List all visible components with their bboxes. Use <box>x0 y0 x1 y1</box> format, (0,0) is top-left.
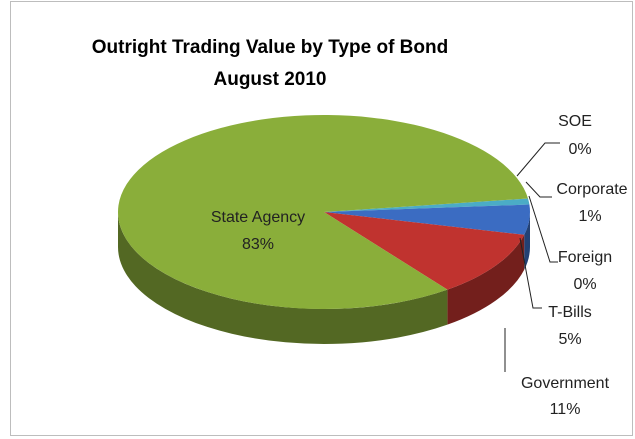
slice-value-label: 83% <box>242 236 274 253</box>
slice <box>118 114 528 309</box>
slice-value-label: 0% <box>573 276 596 293</box>
slice <box>324 204 531 235</box>
leader-line <box>525 181 552 198</box>
slice-value-label: 1% <box>578 208 601 225</box>
slice-label: State Agency <box>211 209 305 226</box>
leader-line <box>516 142 560 177</box>
slice-side <box>117 212 448 345</box>
slice-label: SOE <box>558 113 592 130</box>
slice-value-label: 0% <box>568 141 591 158</box>
slice-label: T-Bills <box>548 304 592 321</box>
chart-title: Outright Trading Value by Type of Bond <box>92 37 448 58</box>
slice-side <box>447 234 525 325</box>
slice <box>324 198 530 212</box>
slice-label: Foreign <box>558 249 612 266</box>
slice <box>324 212 525 290</box>
slice-value-label: 11% <box>550 401 581 418</box>
slice-label: Government <box>521 375 610 392</box>
leader-line <box>528 195 558 263</box>
slice-value-label: 5% <box>558 331 581 348</box>
leader-line <box>519 237 542 309</box>
slice-label: Corporate <box>556 181 627 198</box>
slice-side <box>524 212 530 270</box>
chart-subtitle: August 2010 <box>214 69 327 90</box>
